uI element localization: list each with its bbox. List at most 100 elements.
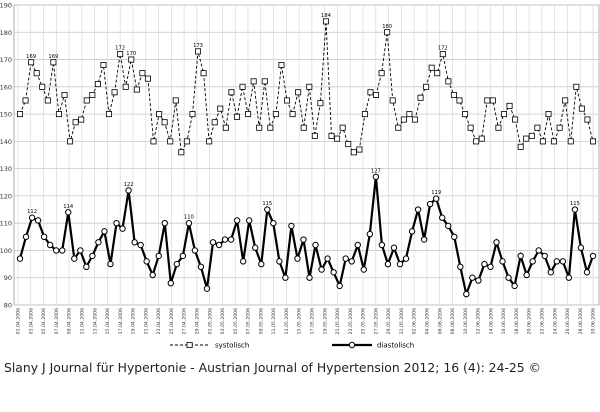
systolisch-point [161, 119, 168, 126]
diastolisch-point [451, 233, 458, 241]
systolisch-point [462, 111, 469, 118]
point-label: 127 [371, 168, 381, 174]
diastolisch-line [18, 176, 595, 298]
systolisch-point [33, 70, 40, 77]
x-tick-label: 09.05.2006 [258, 308, 264, 334]
diastolisch-point [583, 269, 591, 276]
diastolisch-point [137, 241, 144, 249]
x-tick-label: 17.04.2006 [118, 308, 124, 334]
diastolisch-point [445, 222, 452, 230]
diastolisch-point [499, 258, 506, 265]
systolisch-point [400, 116, 407, 123]
systolisch-point [345, 141, 352, 148]
x-tick-label: 26.06.2006 [565, 308, 571, 334]
diastolisch-point [589, 252, 597, 260]
point-label: 110 [184, 215, 194, 221]
diastolisch-point [28, 214, 36, 221]
systolisch-line [19, 21, 594, 154]
diastolisch-point [366, 230, 374, 238]
legend-systolisch-label: systolisch [215, 342, 249, 350]
blood-pressure-chart: 80 90 100 110 120 130 140 150 160 170 180 190 01.04… [0, 2, 600, 350]
systolisch-point [50, 59, 57, 66]
diastolisch-point [523, 271, 530, 279]
point-label: 115 [570, 201, 580, 207]
systolisch-point [284, 97, 291, 104]
diastolisch-point [155, 252, 162, 260]
point-label: 172 [115, 46, 125, 52]
systolisch-point [367, 89, 374, 96]
y-tick-label: 190 [0, 2, 12, 10]
diastolisch-point [113, 219, 120, 227]
systolisch-point [61, 92, 68, 99]
x-tick-label: 25.04.2006 [169, 308, 175, 334]
point-label: 169 [26, 54, 36, 60]
systolisch-point [139, 70, 146, 77]
systolisch-point [200, 70, 207, 77]
x-tick-label: 27.04.2006 [182, 308, 188, 334]
systolisch-point [556, 124, 563, 131]
diastolisch-point [408, 228, 416, 235]
diastolisch-point [354, 241, 361, 249]
diastolisch-point [300, 236, 307, 243]
figure-caption: Slany J Journal für Hypertonie - Austria… [4, 360, 542, 375]
y-tick-label: 100 [0, 247, 12, 255]
x-tick-label: 23.04.2006 [156, 308, 162, 334]
x-tick-label: 07.05.2006 [246, 308, 252, 334]
grid [13, 4, 600, 306]
diastolisch-point [330, 269, 337, 276]
systolisch-point [222, 124, 229, 131]
diastolisch-point [402, 255, 410, 262]
diastolisch-point [294, 255, 301, 262]
systolisch-point [500, 111, 507, 118]
point-label: 173 [193, 43, 203, 49]
x-tick-label: 18.06.2006 [514, 308, 520, 334]
diastolisch-point [239, 258, 247, 265]
systolisch-point [495, 124, 502, 131]
diastolisch-point [131, 239, 138, 246]
systolisch-point [573, 83, 580, 90]
x-tick-label: 29.05.2006 [386, 308, 392, 334]
x-tick-label: 15.05.2006 [297, 308, 303, 334]
systolisch-point [172, 97, 179, 104]
systolisch-point [228, 89, 235, 96]
diastolisch-point [463, 290, 470, 298]
systolisch-point [83, 97, 90, 104]
x-tick-label: 04.06.2006 [424, 308, 430, 334]
systolisch-point [133, 86, 140, 93]
systolisch-point [478, 135, 485, 142]
diastolisch-point [360, 266, 367, 273]
diastolisch-point [312, 241, 319, 249]
x-tick-label: 28.06.2006 [578, 308, 584, 334]
diastolisch-point [197, 263, 205, 271]
systolisch-point [489, 97, 496, 104]
systolisch-point [361, 111, 368, 118]
systolisch-point [406, 111, 413, 118]
systolisch-point [445, 78, 452, 85]
x-tick-label: 01.05.2006 [207, 308, 213, 334]
systolisch-point [239, 83, 246, 90]
diastolisch-point [143, 258, 150, 265]
point-label: 122 [124, 182, 134, 188]
systolisch-point [350, 149, 357, 156]
systolisch-point [111, 89, 118, 96]
diastolisch-point [107, 260, 114, 268]
systolisch-point [156, 111, 163, 118]
diastolisch-point [95, 239, 102, 246]
diastolisch-point [469, 274, 476, 281]
systolisch-point [311, 132, 318, 139]
systolisch-point [584, 116, 591, 123]
systolisch-point [395, 124, 402, 131]
diastolisch-point [167, 279, 174, 287]
systolisch-point [434, 70, 441, 77]
x-tick-label: 29.04.2006 [194, 308, 200, 334]
y-tick-label: 140 [0, 138, 12, 146]
diastolisch-point [306, 274, 313, 281]
point-label: 112 [27, 209, 37, 215]
x-tick-label: 02.06.2006 [412, 308, 418, 334]
series-diastolisch [16, 173, 597, 298]
systolisch-point [322, 18, 329, 25]
systolisch-point [317, 100, 324, 107]
systolisch-point [389, 97, 396, 104]
systolisch-point [78, 116, 85, 123]
diastolisch-point [215, 241, 223, 249]
